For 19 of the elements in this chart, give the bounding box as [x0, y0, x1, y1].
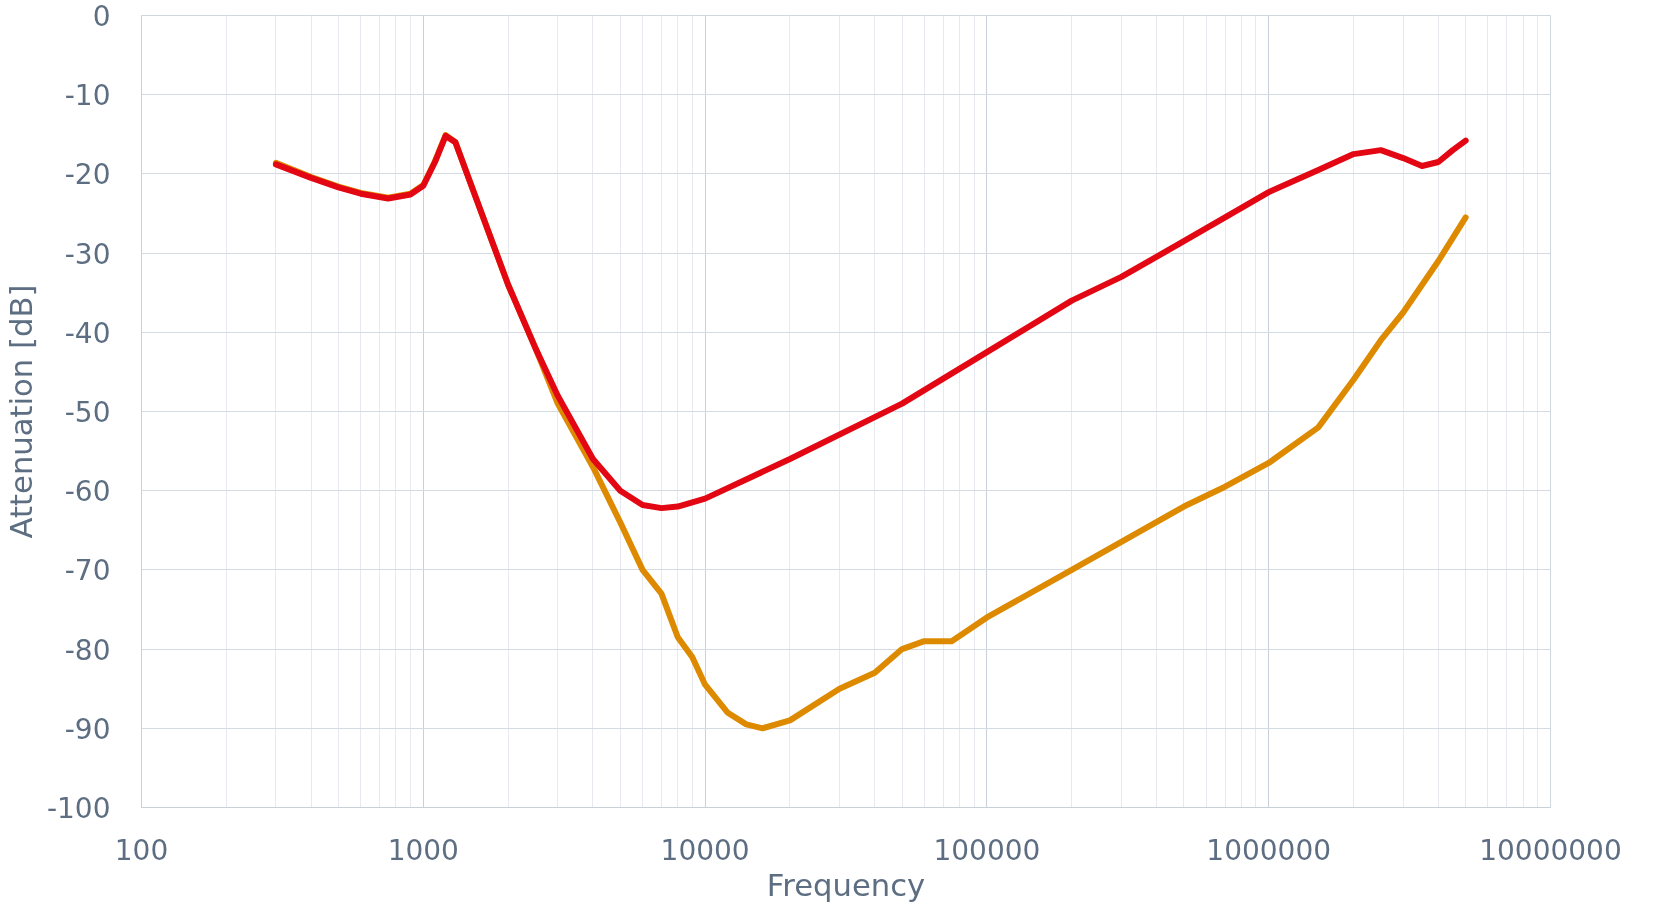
- y-tick-label: -100: [46, 792, 111, 825]
- y-tick-label: -10: [64, 79, 111, 113]
- y-tick-label: -20: [64, 158, 111, 192]
- y-tick-label: -30: [64, 237, 111, 271]
- x-tick-label: 10000000: [1479, 833, 1622, 867]
- y-tick-label: -70: [64, 554, 111, 588]
- x-tick-label: 1000: [387, 833, 459, 867]
- y-tick-label: -90: [64, 712, 111, 746]
- y-tick-label: -50: [64, 396, 111, 429]
- y-axis-title: Attenuation [dB]: [3, 284, 39, 539]
- x-tick-label: 100: [114, 833, 169, 867]
- y-tick-label: -80: [64, 633, 111, 667]
- y-tick-label: 0: [92, 0, 111, 33]
- x-tick-label: 100000: [933, 833, 1041, 867]
- x-axis-title: Frequency: [766, 867, 926, 903]
- y-tick-label: -40: [64, 316, 111, 350]
- x-tick-label: 1000000: [1206, 833, 1332, 867]
- y-tick-label: -60: [64, 475, 111, 509]
- x-tick-label: 10000: [660, 833, 750, 867]
